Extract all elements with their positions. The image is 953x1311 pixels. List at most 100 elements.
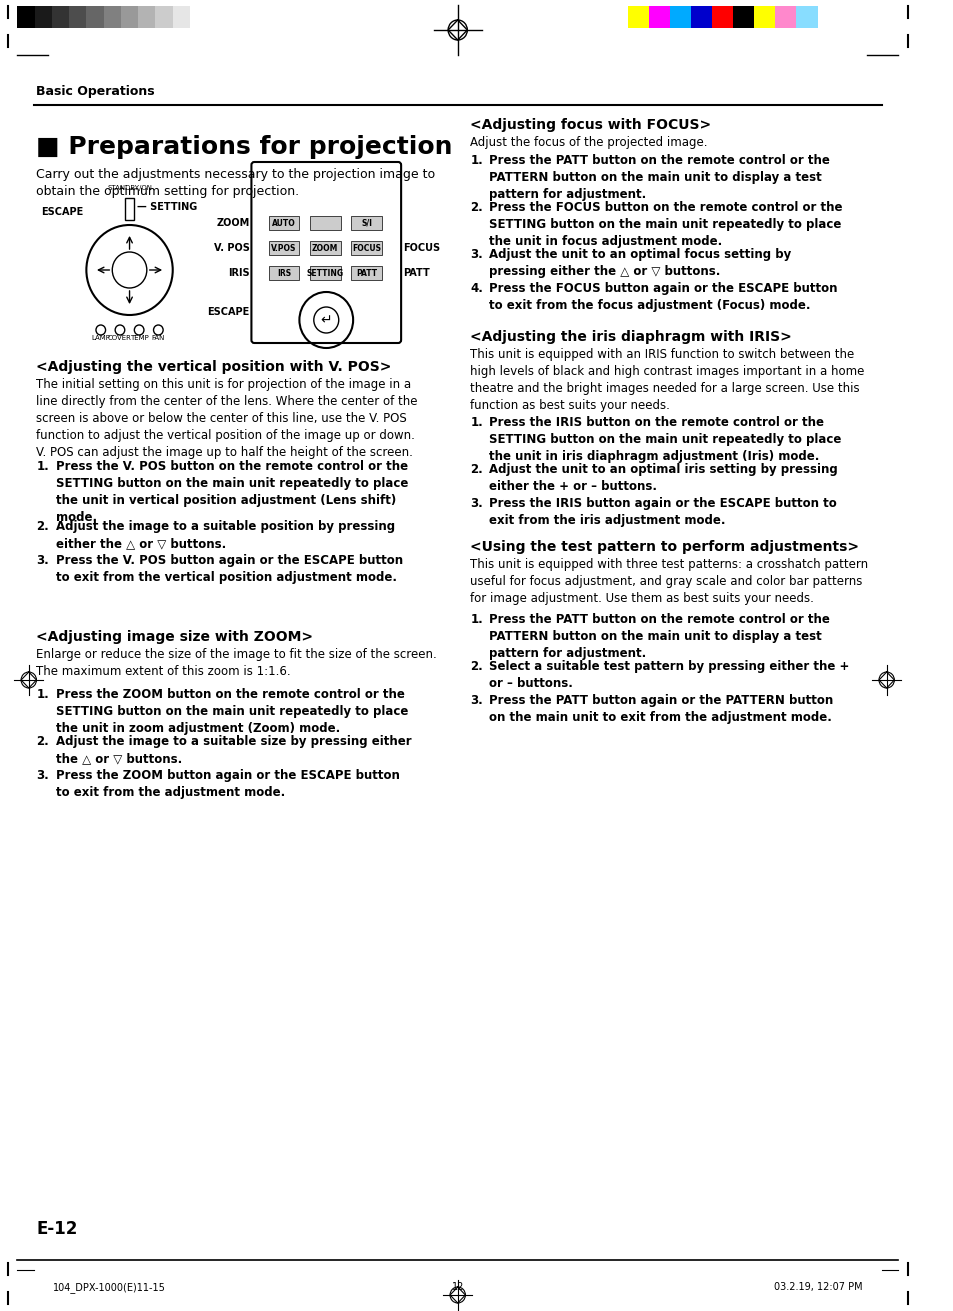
- Text: 104_DPX-1000(E)11-15: 104_DPX-1000(E)11-15: [52, 1282, 166, 1293]
- Text: 3.: 3.: [470, 694, 482, 707]
- Text: Press the FOCUS button again or the ESCAPE button
to exit from the focus adjustm: Press the FOCUS button again or the ESCA…: [489, 282, 837, 312]
- Text: The initial setting on this unit is for projection of the image in a
line direct: The initial setting on this unit is for …: [36, 378, 417, 459]
- Text: LAMP: LAMP: [91, 336, 111, 341]
- Bar: [754, 7, 775, 28]
- Text: <Adjusting image size with ZOOM>: <Adjusting image size with ZOOM>: [36, 631, 314, 644]
- Text: 1.: 1.: [470, 614, 482, 625]
- Bar: [155, 7, 172, 28]
- Text: 3.: 3.: [470, 248, 482, 261]
- Text: Press the IRIS button again or the ESCAPE button to
exit from the iris adjustmen: Press the IRIS button again or the ESCAP…: [489, 497, 837, 527]
- Text: ESCAPE: ESCAPE: [41, 207, 84, 218]
- Text: Press the PATT button on the remote control or the
PATTERN button on the main un: Press the PATT button on the remote cont…: [489, 614, 829, 659]
- Text: Select a suitable test pattern by pressing either the +
or – buttons.: Select a suitable test pattern by pressi…: [489, 659, 849, 690]
- Bar: [732, 7, 754, 28]
- Text: 3.: 3.: [36, 770, 50, 781]
- Text: SETTING: SETTING: [307, 269, 343, 278]
- Text: PATT: PATT: [402, 267, 430, 278]
- Bar: [351, 216, 381, 229]
- Text: Press the V. POS button again or the ESCAPE button
to exit from the vertical pos: Press the V. POS button again or the ESC…: [55, 555, 402, 583]
- Bar: [121, 7, 138, 28]
- Text: 2.: 2.: [470, 201, 482, 214]
- Text: Press the ZOOM button on the remote control or the
SETTING button on the main un: Press the ZOOM button on the remote cont…: [55, 688, 408, 735]
- Text: <Adjusting the iris diaphragm with IRIS>: <Adjusting the iris diaphragm with IRIS>: [470, 330, 791, 343]
- Text: Press the PATT button again or the PATTERN button
on the main unit to exit from : Press the PATT button again or the PATTE…: [489, 694, 833, 724]
- Text: <Adjusting focus with FOCUS>: <Adjusting focus with FOCUS>: [470, 118, 711, 132]
- Bar: [104, 7, 121, 28]
- Text: Basic Operations: Basic Operations: [36, 85, 155, 98]
- Bar: [310, 266, 340, 281]
- Text: COVER: COVER: [108, 336, 132, 341]
- Bar: [269, 216, 299, 229]
- Text: — SETTING: — SETTING: [137, 202, 197, 212]
- Bar: [775, 7, 796, 28]
- Bar: [711, 7, 732, 28]
- Bar: [69, 7, 87, 28]
- Text: FAN: FAN: [152, 336, 165, 341]
- Text: <Using the test pattern to perform adjustments>: <Using the test pattern to perform adjus…: [470, 540, 859, 555]
- Text: IRS: IRS: [276, 269, 291, 278]
- Text: FOCUS: FOCUS: [402, 243, 439, 253]
- Text: 3.: 3.: [36, 555, 50, 566]
- Bar: [269, 266, 299, 281]
- Text: 1.: 1.: [470, 153, 482, 166]
- Text: Press the V. POS button on the remote control or the
SETTING button on the main : Press the V. POS button on the remote co…: [55, 460, 408, 524]
- Text: Adjust the image to a suitable size by pressing either
the △ or ▽ buttons.: Adjust the image to a suitable size by p…: [55, 735, 411, 766]
- Text: 2.: 2.: [36, 735, 50, 749]
- Bar: [34, 7, 51, 28]
- Text: 2.: 2.: [470, 463, 482, 476]
- Bar: [172, 7, 190, 28]
- Text: ZOOM: ZOOM: [216, 218, 250, 228]
- Text: 4.: 4.: [470, 282, 482, 295]
- Text: Adjust the unit to an optimal focus setting by
pressing either the △ or ▽ button: Adjust the unit to an optimal focus sett…: [489, 248, 791, 278]
- Text: TEMP: TEMP: [130, 336, 149, 341]
- Bar: [190, 7, 207, 28]
- Text: PATT: PATT: [355, 269, 376, 278]
- Text: 1.: 1.: [36, 688, 50, 701]
- Text: This unit is equipped with an IRIS function to switch between the
high levels of: This unit is equipped with an IRIS funct…: [470, 347, 863, 412]
- Text: ↵: ↵: [320, 313, 332, 326]
- Bar: [87, 7, 104, 28]
- Text: ZOOM: ZOOM: [312, 244, 338, 253]
- Text: Adjust the focus of the projected image.: Adjust the focus of the projected image.: [470, 136, 707, 149]
- Bar: [627, 7, 648, 28]
- Bar: [796, 7, 817, 28]
- Text: Adjust the image to a suitable position by pressing
either the △ or ▽ buttons.: Adjust the image to a suitable position …: [55, 520, 395, 551]
- Text: 2.: 2.: [36, 520, 50, 534]
- Bar: [125, 198, 134, 220]
- Text: ■ Preparations for projection: ■ Preparations for projection: [36, 135, 453, 159]
- Text: Enlarge or reduce the size of the image to fit the size of the screen.
The maxim: Enlarge or reduce the size of the image …: [36, 648, 436, 678]
- Bar: [648, 7, 669, 28]
- Text: 1.: 1.: [36, 460, 50, 473]
- Bar: [51, 7, 69, 28]
- Text: V.POS: V.POS: [271, 244, 296, 253]
- Text: 2.: 2.: [470, 659, 482, 673]
- Bar: [690, 7, 711, 28]
- Text: Press the FOCUS button on the remote control or the
SETTING button on the main u: Press the FOCUS button on the remote con…: [489, 201, 842, 248]
- Text: E-12: E-12: [36, 1221, 78, 1238]
- Bar: [269, 241, 299, 256]
- Text: <Adjusting the vertical position with V. POS>: <Adjusting the vertical position with V.…: [36, 361, 392, 374]
- Bar: [310, 216, 340, 229]
- Text: V. POS: V. POS: [213, 243, 250, 253]
- Text: ESCAPE: ESCAPE: [207, 307, 250, 317]
- Text: 03.2.19, 12:07 PM: 03.2.19, 12:07 PM: [773, 1282, 862, 1293]
- Text: Press the IRIS button on the remote control or the
SETTING button on the main un: Press the IRIS button on the remote cont…: [489, 416, 841, 463]
- Bar: [17, 7, 34, 28]
- FancyBboxPatch shape: [252, 163, 400, 343]
- Text: AUTO: AUTO: [272, 219, 295, 228]
- Text: 3.: 3.: [470, 497, 482, 510]
- Text: 1.: 1.: [470, 416, 482, 429]
- Bar: [351, 241, 381, 256]
- Bar: [669, 7, 690, 28]
- Text: 12: 12: [451, 1282, 463, 1293]
- Text: Press the PATT button on the remote control or the
PATTERN button on the main un: Press the PATT button on the remote cont…: [489, 153, 829, 201]
- Bar: [351, 266, 381, 281]
- Bar: [310, 241, 340, 256]
- Text: FOCUS: FOCUS: [352, 244, 380, 253]
- Bar: [138, 7, 155, 28]
- Text: STANDBY/ON: STANDBY/ON: [107, 185, 152, 191]
- Text: S/I: S/I: [360, 219, 372, 228]
- Text: Adjust the unit to an optimal iris setting by pressing
either the + or – buttons: Adjust the unit to an optimal iris setti…: [489, 463, 838, 493]
- Text: Carry out the adjustments necessary to the projection image to
obtain the optimu: Carry out the adjustments necessary to t…: [36, 168, 436, 198]
- Text: Press the ZOOM button again or the ESCAPE button
to exit from the adjustment mod: Press the ZOOM button again or the ESCAP…: [55, 770, 399, 798]
